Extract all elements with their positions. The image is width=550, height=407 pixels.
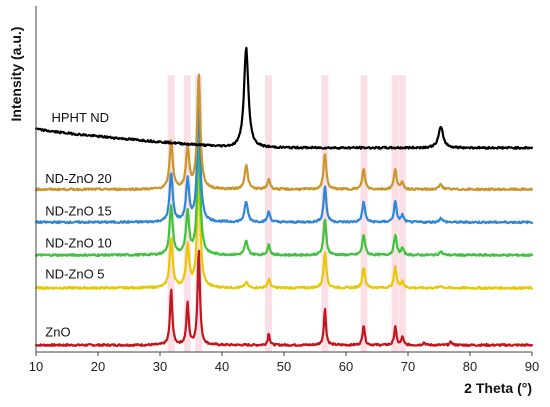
x-tick-label-50: 50	[277, 359, 291, 374]
series-label-zno: ZnO	[45, 324, 70, 339]
highlight-bands	[167, 75, 406, 352]
series-line-zno	[34, 249, 534, 348]
series-line-hpht-nd	[34, 46, 534, 150]
series-label-nd-zno-15: ND-ZnO 15	[45, 203, 111, 218]
highlight-band-6	[391, 75, 399, 352]
series-label-nd-zno-20: ND-ZnO 20	[45, 171, 111, 186]
series-traces	[34, 46, 534, 348]
series-line-nd-zno-5	[34, 173, 534, 291]
x-axis-label: 2 Theta (°)	[464, 380, 532, 396]
series-labels: ZnO ND-ZnO 5 ND-ZnO 10 ND-ZnO 15 ND-ZnO 20 HP…	[45, 110, 111, 340]
x-tick-label-80: 80	[463, 359, 477, 374]
y-axis-label: Intensity (a.u.)	[8, 27, 24, 122]
x-tick-label-90: 90	[525, 359, 539, 374]
x-tick-label-60: 60	[339, 359, 353, 374]
x-tick-label-70: 70	[401, 359, 415, 374]
x-tick-label-30: 30	[153, 359, 167, 374]
x-tick-label-10: 10	[29, 359, 43, 374]
highlight-band-5	[360, 75, 368, 352]
series-line-nd-zno-20	[34, 73, 534, 192]
series-line-nd-zno-10	[34, 140, 534, 258]
highlight-band-2	[195, 75, 203, 352]
x-tick-label-40: 40	[215, 359, 229, 374]
series-label-hpht-nd: HPHT ND	[52, 110, 110, 125]
series-label-nd-zno-5: ND-ZnO 5	[45, 266, 104, 281]
x-tick-label-20: 20	[91, 359, 105, 374]
series-label-nd-zno-10: ND-ZnO 10	[45, 236, 111, 251]
series-line-nd-zno-15	[34, 106, 534, 225]
x-axis-ticks: 10 20 30 40 50 60 70 80 90	[29, 352, 539, 374]
highlight-band-4	[321, 75, 329, 352]
